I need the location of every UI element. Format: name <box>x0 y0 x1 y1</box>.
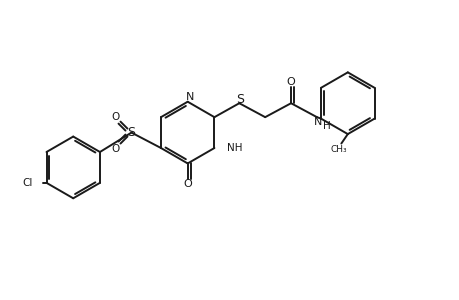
Text: N: N <box>185 92 193 102</box>
Text: S: S <box>127 126 135 139</box>
Text: H: H <box>322 121 330 131</box>
Text: O: O <box>111 112 119 122</box>
Text: NH: NH <box>226 143 242 153</box>
Text: CH₃: CH₃ <box>330 146 347 154</box>
Text: N: N <box>313 117 321 127</box>
Text: O: O <box>183 179 192 189</box>
Text: O: O <box>286 77 295 87</box>
Text: O: O <box>111 143 119 154</box>
Text: Cl: Cl <box>22 178 33 188</box>
Text: S: S <box>236 93 244 106</box>
